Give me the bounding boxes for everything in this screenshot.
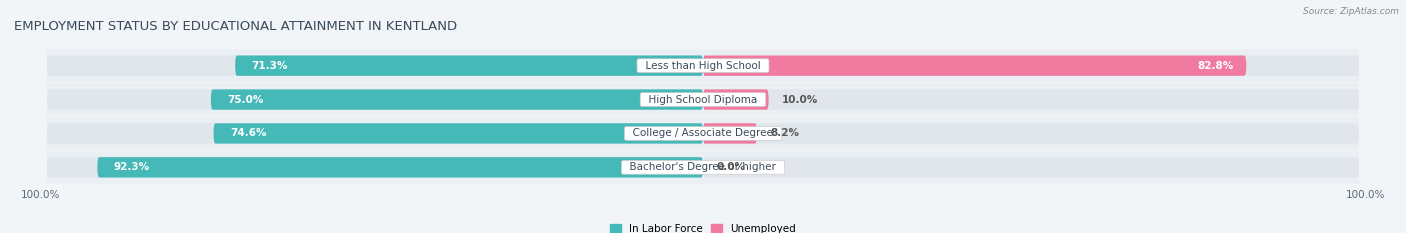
FancyBboxPatch shape — [46, 157, 703, 178]
FancyBboxPatch shape — [46, 89, 703, 110]
FancyBboxPatch shape — [703, 89, 769, 110]
Text: EMPLOYMENT STATUS BY EDUCATIONAL ATTAINMENT IN KENTLAND: EMPLOYMENT STATUS BY EDUCATIONAL ATTAINM… — [14, 20, 457, 33]
Text: Bachelor's Degree or higher: Bachelor's Degree or higher — [623, 162, 783, 172]
FancyBboxPatch shape — [703, 123, 1360, 144]
Text: College / Associate Degree: College / Associate Degree — [626, 128, 780, 138]
Text: Source: ZipAtlas.com: Source: ZipAtlas.com — [1303, 7, 1399, 16]
FancyBboxPatch shape — [703, 55, 1246, 76]
FancyBboxPatch shape — [703, 55, 1360, 76]
Text: 71.3%: 71.3% — [252, 61, 288, 71]
FancyBboxPatch shape — [46, 49, 1360, 82]
FancyBboxPatch shape — [46, 151, 1360, 184]
FancyBboxPatch shape — [211, 89, 703, 110]
FancyBboxPatch shape — [46, 117, 1360, 150]
Text: 74.6%: 74.6% — [231, 128, 266, 138]
Text: 75.0%: 75.0% — [228, 95, 264, 105]
FancyBboxPatch shape — [97, 157, 703, 178]
FancyBboxPatch shape — [46, 123, 703, 144]
FancyBboxPatch shape — [46, 55, 703, 76]
FancyBboxPatch shape — [46, 83, 1360, 116]
Text: 10.0%: 10.0% — [782, 95, 818, 105]
Text: 82.8%: 82.8% — [1197, 61, 1233, 71]
FancyBboxPatch shape — [703, 123, 756, 144]
Text: 92.3%: 92.3% — [114, 162, 150, 172]
Text: High School Diploma: High School Diploma — [643, 95, 763, 105]
FancyBboxPatch shape — [703, 157, 1360, 178]
Text: 100.0%: 100.0% — [21, 190, 60, 200]
Text: 100.0%: 100.0% — [1346, 190, 1385, 200]
FancyBboxPatch shape — [214, 123, 703, 144]
FancyBboxPatch shape — [703, 89, 1360, 110]
Text: Less than High School: Less than High School — [638, 61, 768, 71]
Text: 8.2%: 8.2% — [770, 128, 799, 138]
Legend: In Labor Force, Unemployed: In Labor Force, Unemployed — [610, 224, 796, 233]
Text: 0.0%: 0.0% — [716, 162, 745, 172]
FancyBboxPatch shape — [235, 55, 703, 76]
